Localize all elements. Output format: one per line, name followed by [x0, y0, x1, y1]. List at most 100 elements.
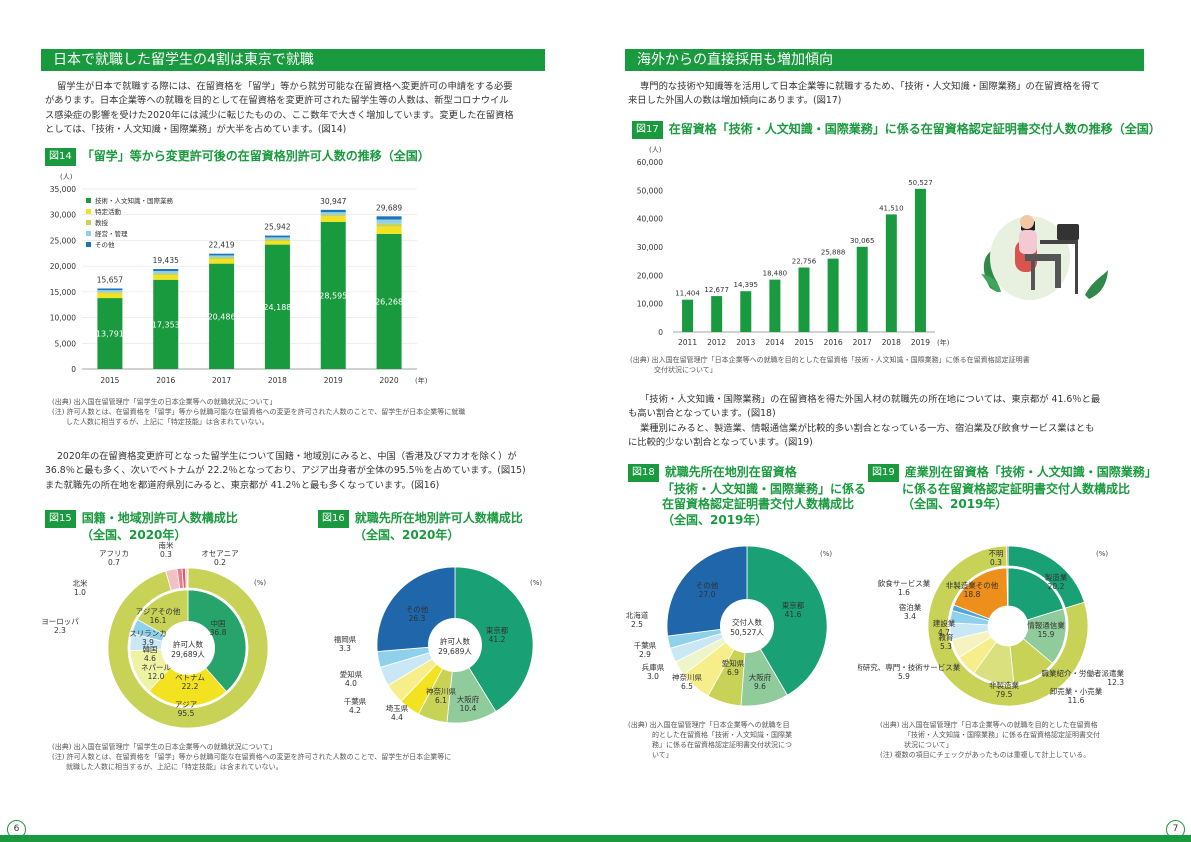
fig17-ytick: 10,000 [637, 300, 663, 309]
fig19-slice-label: 教育 [939, 632, 954, 642]
fig14-main-label: 13,791 [96, 330, 124, 339]
left-para2-line: 2020年の在留資格変更許可となった留学生について国籍・地域別にみると、中国（香… [57, 451, 517, 462]
fig14-bar-segment [153, 275, 179, 280]
fig19-outer-slice [1006, 545, 1009, 567]
fig18-title-text: 就職先所在地別在留資格 [664, 465, 797, 479]
fig18-slice-value: 9.6 [754, 682, 766, 691]
fig19-slice-label: 学術研究、専門・技術サービス業 [858, 662, 961, 672]
right-para2-line: 「技術・人文知識・国際業務」の在留資格を得た外国人材の就職先の所在地については、… [640, 394, 1101, 405]
fig14-bar-segment [264, 235, 290, 238]
fig15-slice-value: 16.1 [150, 616, 167, 625]
fig14-legend-label: 特定活動 [95, 207, 122, 216]
fig18-subtitle: （全国、2019年） [662, 512, 768, 527]
fig14-main-label: 20,486 [208, 312, 236, 321]
fig15-center [161, 621, 215, 675]
fig17-title: 図17 在留資格「技術・人文知識・国際業務」に係る在留資格認定証明書交付人数の推移… [632, 121, 1161, 139]
fig19-slice-value: 12.3 [1107, 678, 1124, 687]
fig14-title-text: 「留学」等から変更許可後の在留資格別許可人数の推移（全国） [81, 149, 430, 163]
fig14-bar-segment [97, 288, 123, 291]
fig18-slice-value: 3.0 [647, 672, 659, 681]
fig17-bar [885, 214, 897, 332]
fig14-ytick: 30,000 [50, 211, 76, 220]
fig17-ytick: 60,000 [637, 158, 663, 167]
fig15-slice-label: ベトナム [175, 673, 205, 682]
fig14-bar-segment [320, 212, 346, 215]
fig19-slice-label: 情報通信業 [1027, 620, 1065, 630]
fig15-title-text: 国籍・地域別許可人数構成比 [81, 511, 238, 525]
fig18-title: 図18 就職先所在地別在留資格 「技術・人文知識・国際業務」に係る 在留資格認定証… [628, 464, 866, 528]
fig15-slice-label: ネパール [141, 663, 171, 672]
fig14-legend-label: 教授 [95, 218, 109, 227]
fig17-xtick: 2011 [678, 338, 697, 347]
fig14-total-label: 25,942 [264, 223, 290, 232]
fig18-source: いて」 [652, 751, 673, 759]
left-intro-line: 留学生が日本で就職する際には、在留資格を「留学」等から就労可能な在留資格へ変更許… [57, 81, 513, 92]
left-para2: 2020年の在留資格変更許可となった留学生について国籍・地域別にみると、中国（香… [45, 450, 555, 493]
fig14-title: 図14 「留学」等から変更許可後の在留資格別許可人数の推移（全国） [45, 148, 430, 166]
fig17-xtick: 2019 [911, 338, 930, 347]
fig14-number: 図14 [45, 148, 76, 166]
fig14-bar-segment [376, 216, 402, 220]
fig18-unit: (%) [820, 550, 832, 558]
fig14-bar-segment [153, 269, 179, 272]
fig18-slice-value: 6.5 [681, 682, 693, 691]
left-intro-line: ス感染症の影響を受けた2020年には減少に転じたものの、ここ数年で大きく増加して… [45, 109, 514, 121]
fig17-bar [798, 267, 810, 332]
fig15-note: 就職した人数に相当するが、上記に「特定技能」は含まれていない。 [66, 763, 283, 771]
fig18-source: 的とした在留資格「技術・人文知識・国際業 [652, 731, 792, 739]
fig14-legend-label: 技術・人文知識・国際業務 [95, 196, 174, 205]
fig19-slice-value: 1.6 [898, 588, 910, 597]
fig17-yunit: (人) [649, 146, 662, 154]
fig14-ytick: 10,000 [50, 314, 76, 323]
fig17-value-label: 22,756 [792, 258, 817, 266]
fig14-bar-segment [209, 259, 235, 264]
right-para2-line: も高い割合となっています。(図18) [628, 408, 776, 420]
fig14-bar-segment [153, 273, 179, 276]
fig17-value-label: 25,888 [821, 249, 846, 257]
fig15-slice-value: 12.0 [148, 672, 165, 681]
fig15-center-value: 29,689人 [171, 650, 205, 659]
fig15-slice-value: 0.3 [160, 550, 172, 559]
fig14-legend-swatch [86, 231, 91, 236]
fig18-title-line: 「技術・人文知識・国際業務」に係る [662, 481, 867, 496]
fig14-bar-segment [264, 239, 290, 242]
fig14-ytick: 20,000 [50, 262, 76, 271]
right-intro-line: 専門的な技術や知識等を活用して日本企業等に就職するため、「技術・人文知識・国際業… [640, 81, 1100, 92]
fig18-slice-label: 神奈川県 [672, 672, 702, 682]
fig14-bar-segment [264, 244, 290, 369]
bottom-band [0, 835, 1191, 842]
right-intro: 専門的な技術や知識等を活用して日本企業等に就職するため、「技術・人文知識・国際業… [628, 80, 1143, 109]
fig15-source: (出典) 出入国在留管理庁「留学生の日本企業等への就職状況について」 [52, 743, 277, 751]
fig17-notes: (出典) 出入国在留管理庁「日本企業等への就職を目的とした在留資格「技術・人文知… [630, 355, 1150, 375]
fig17-xtick: 2017 [853, 338, 872, 347]
fig14-xtick: 2015 [100, 376, 119, 385]
fig19-slice-label: 不明 [989, 549, 1004, 558]
fig14-xtick: 2017 [212, 376, 231, 385]
fig18-center-value: 50,527人 [730, 628, 764, 637]
fig17-ytick: 50,000 [637, 186, 663, 195]
fig14-legend-swatch [86, 220, 91, 225]
fig15-slice-value: 2.3 [54, 626, 66, 635]
fig16-slice-label: 福岡県 [334, 635, 357, 644]
fig14-total-label: 30,947 [320, 197, 346, 206]
fig14-main-label: 28,595 [319, 291, 347, 300]
fig18-center [720, 599, 774, 653]
fig17-bar [914, 188, 926, 332]
fig17-value-label: 41,510 [879, 204, 904, 212]
fig18-slice-label: 兵庫県 [642, 662, 665, 672]
fig14-legend-swatch [86, 198, 91, 203]
fig16-title: 図16 就職先所在地別許可人数構成比 （全国、2020年） [318, 510, 523, 543]
fig14-legend-label: 経営・管理 [95, 229, 128, 238]
fig17-value-label: 12,677 [704, 286, 729, 294]
fig18-source: 務」に係る在留資格認定証明書交付状況につ [652, 741, 792, 749]
fig15-title: 図15 国籍・地域別許可人数構成比 （全国、2020年） [45, 510, 238, 543]
fig19-slice-label: 卸売業・小売業 [1050, 686, 1103, 696]
fig15-slice-label: オセアニア [201, 549, 238, 558]
fig19-outer-slice [927, 545, 1089, 707]
fig18-center-label: 交付人数 [732, 617, 762, 627]
fig17-bar [769, 279, 781, 332]
fig18-slice-label: 東京都 [782, 600, 805, 610]
right-para2-line: 業種別にみると、製造業、情報通信業が比較的多い割合となっている一方、宿泊業及び飲… [640, 422, 1095, 434]
fig19-slice-value: 0.3 [990, 558, 1002, 567]
